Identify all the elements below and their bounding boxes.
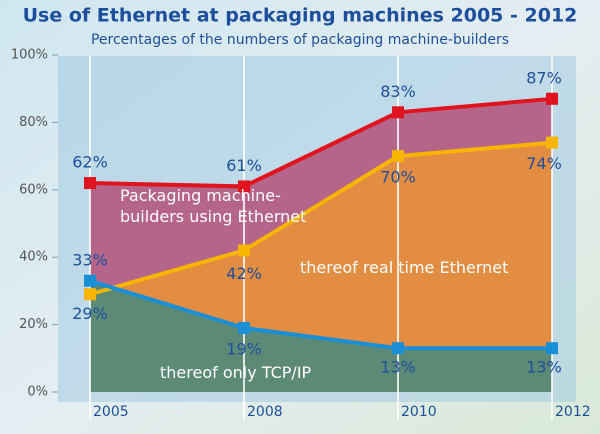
data-label: 33%	[72, 250, 108, 269]
data-label: 42%	[226, 264, 262, 283]
y-tick-label: 40%	[19, 250, 48, 265]
marker	[546, 342, 558, 355]
marker	[238, 244, 250, 257]
marker	[392, 342, 404, 355]
marker	[238, 321, 250, 334]
data-label: 62%	[72, 153, 108, 172]
data-label: 19%	[226, 339, 262, 358]
data-label: 13%	[526, 358, 562, 377]
marker	[84, 274, 96, 287]
data-label: 87%	[526, 68, 562, 87]
y-tick-label: 80%	[19, 115, 48, 130]
y-tick-label: 60%	[19, 182, 48, 197]
x-tick-label: 2008	[247, 404, 283, 420]
marker	[546, 92, 558, 105]
data-label: 13%	[380, 358, 416, 377]
marker	[392, 106, 404, 119]
y-tick-label: 100%	[11, 48, 48, 63]
y-tick-label: 0%	[27, 385, 48, 400]
chart-title: Use of Ethernet at packaging machines 20…	[23, 5, 578, 27]
series-label: thereof real time Ethernet	[300, 258, 509, 277]
line	[89, 96, 553, 189]
series-label: Packaging machine-builders using Etherne…	[120, 186, 307, 226]
x-tick-label: 2005	[93, 404, 129, 420]
data-label: 74%	[526, 154, 562, 173]
series-label: thereof only TCP/IP	[160, 363, 312, 382]
data-label: 29%	[72, 304, 108, 323]
line	[89, 278, 552, 351]
area	[90, 280, 552, 392]
x-tick-label: 2010	[401, 404, 437, 420]
data-label: 61%	[226, 156, 262, 175]
x-tick-label: 2012	[555, 404, 591, 420]
marker	[392, 150, 404, 163]
line	[89, 140, 553, 297]
marker	[84, 177, 96, 190]
data-label: 83%	[380, 82, 416, 101]
marker	[546, 136, 558, 149]
chart-subtitle: Percentages of the numbers of packaging …	[91, 32, 509, 48]
marker	[84, 288, 96, 301]
y-tick-label: 20%	[19, 317, 48, 332]
data-label: 70%	[380, 168, 416, 187]
marker	[238, 180, 250, 193]
